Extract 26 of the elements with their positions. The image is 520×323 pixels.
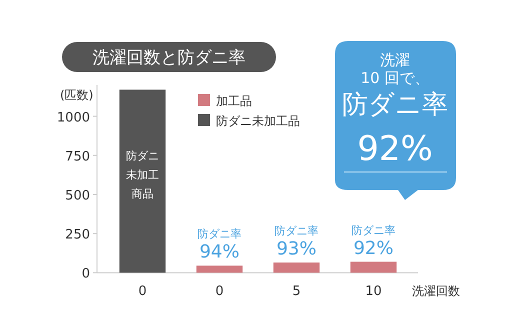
y-tick-label: 250 bbox=[65, 228, 90, 243]
y-tick-label: 500 bbox=[65, 188, 90, 204]
x-axis-title: 洗濯回数 bbox=[412, 284, 460, 298]
bar bbox=[119, 90, 166, 273]
data-label: 防ダニ率 92% bbox=[352, 224, 396, 259]
annotation: 92% bbox=[357, 129, 433, 169]
annotation: 防ダニ率 bbox=[342, 90, 448, 120]
x-tick-label: 0 bbox=[215, 284, 224, 299]
annotation: 10 回で、 bbox=[360, 69, 430, 87]
data-label: 防ダニ未加工商品 bbox=[126, 150, 159, 201]
y-tick-label: 0 bbox=[82, 266, 90, 282]
text: 洗濯 bbox=[380, 51, 410, 69]
y-tick-label: 750 bbox=[65, 149, 90, 164]
bar bbox=[350, 262, 397, 273]
chart-title: 洗濯回数と防ダニ率 bbox=[92, 48, 246, 68]
y-axis-title: (匹数) bbox=[60, 88, 94, 102]
bar bbox=[273, 262, 320, 273]
x-tick-label: 10 bbox=[365, 284, 382, 299]
bar bbox=[196, 266, 243, 273]
x-tick-label: 5 bbox=[292, 284, 301, 299]
legend-label: 加工品 bbox=[216, 94, 252, 108]
legend-label: 防ダニ未加工品 bbox=[216, 114, 300, 128]
y-tick-label: 1000 bbox=[56, 110, 90, 126]
data-label: 防ダニ率 93% bbox=[274, 224, 318, 260]
x-tick-label: 0 bbox=[138, 284, 147, 299]
data-label: 防ダニ率 94% bbox=[198, 228, 242, 263]
